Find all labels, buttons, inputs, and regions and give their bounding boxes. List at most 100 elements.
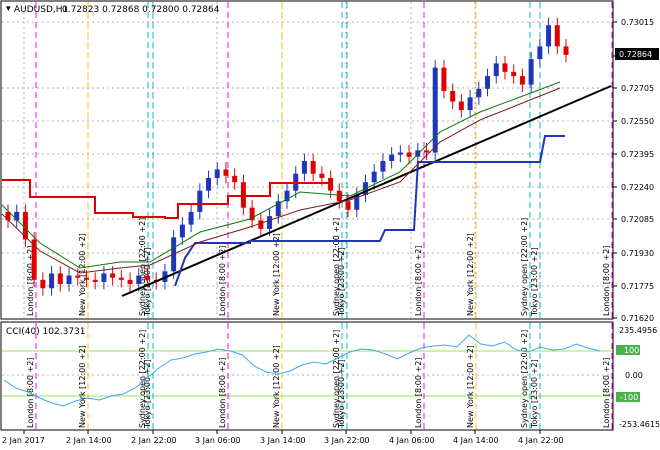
- candle: [31, 239, 37, 280]
- session-label-cci: New York [12:00 +2]: [78, 345, 87, 428]
- session-label-cci: Tokyo [23:00 +2]: [337, 359, 346, 429]
- cci-level-low: -100: [620, 393, 638, 402]
- candle: [511, 71, 517, 77]
- time-axis: 2 Jan 2017 2 Jan 14:00 2 Jan 22:00 3 Jan 06…: [2, 430, 564, 445]
- candle: [275, 201, 281, 217]
- candle: [476, 88, 482, 98]
- candle: [319, 173, 325, 178]
- time-label: 4 Jan 06:00: [389, 436, 435, 445]
- candle: [336, 190, 342, 202]
- session-label-cci: Tokyo [23:00 +2]: [143, 359, 152, 429]
- candle: [258, 220, 264, 229]
- price-label: 0.72550: [621, 117, 654, 126]
- session-label: Sydney open [22:00 +2]: [520, 218, 529, 316]
- dropdown-arrow-icon[interactable]: ▾: [6, 4, 11, 14]
- candle: [188, 211, 194, 225]
- session-label: New York [12:00 +2]: [466, 233, 475, 316]
- candle: [493, 63, 499, 77]
- candle: [432, 67, 438, 153]
- candle: [267, 216, 273, 229]
- symbol-label: AUDUSD,H1: [14, 5, 68, 15]
- price-label: 0.71620: [621, 314, 654, 323]
- price-axis: 0.73015 0.72705 0.72550 0.72395 0.72240 0.720…: [613, 18, 654, 323]
- cci-level-high: 100: [624, 346, 639, 355]
- candle: [57, 273, 63, 285]
- candle: [22, 211, 28, 240]
- time-label: 3 Jan 06:00: [195, 436, 241, 445]
- time-label: 3 Jan 14:00: [260, 436, 306, 445]
- time-label: 3 Jan 22:00: [324, 436, 370, 445]
- session-label: Tokyo [23:00 +2]: [530, 247, 539, 317]
- candle: [345, 201, 351, 210]
- candle: [389, 154, 395, 161]
- main-pane-border: [0, 0, 614, 320]
- cci-range-low: -253.4615: [619, 420, 660, 429]
- candle: [101, 273, 107, 282]
- trend-line: [121, 85, 612, 297]
- candle: [49, 273, 55, 289]
- candle: [110, 273, 116, 278]
- session-label: London [8:00 +2]: [414, 246, 423, 316]
- candle: [214, 169, 220, 178]
- time-label: 2 Jan 14:00: [66, 436, 112, 445]
- price-label: 0.73015: [621, 18, 654, 27]
- session-label-cci: Sydney open [22:00 +2]: [138, 330, 147, 428]
- session-label-cci: New York [12:00 +2]: [466, 345, 475, 428]
- time-label: 4 Jan 22:00: [518, 436, 564, 445]
- candle: [5, 211, 11, 221]
- cci-level-high-tag: [616, 345, 640, 355]
- candle: [371, 171, 377, 183]
- candle: [40, 279, 46, 289]
- price-label: 0.71930: [621, 249, 654, 258]
- ohlc-readout: 0.72823 0.72868 0.72800 0.72864: [62, 5, 220, 15]
- session-label: Tokyo [23:00 +2]: [337, 247, 346, 317]
- candle: [232, 175, 238, 183]
- candle: [519, 76, 525, 85]
- session-label: New York [12:00 +2]: [272, 233, 281, 316]
- cci-level-low-tag: [616, 392, 640, 402]
- session-label: Sydney open [22:00 +2]: [138, 218, 147, 316]
- price-label: 0.72085: [621, 215, 654, 224]
- price-label: 0.71775: [621, 282, 654, 291]
- candle: [284, 190, 290, 202]
- candle: [75, 275, 81, 278]
- candle: [554, 25, 560, 47]
- candle: [197, 190, 203, 212]
- candle: [441, 67, 447, 91]
- session-label-cci: London [8:00 +2]: [26, 358, 35, 428]
- candle: [406, 152, 412, 157]
- session-label: New York [12:00 +2]: [78, 233, 87, 316]
- price-label: 0.72240: [621, 183, 654, 192]
- cci-line: [3, 334, 601, 407]
- ma-fast: [1, 81, 561, 269]
- candle: [240, 182, 246, 208]
- session-label-cci: London [8:00 +2]: [218, 358, 227, 428]
- price-label: 0.72705: [621, 84, 654, 93]
- candle: [223, 169, 229, 176]
- candle: [502, 63, 508, 72]
- candle: [485, 76, 491, 89]
- time-label: 2 Jan 22:00: [131, 436, 177, 445]
- stop-line-upper: [2, 179, 331, 219]
- candle: [380, 160, 386, 172]
- candle: [66, 275, 72, 285]
- session-label-cci: London [8:00 +2]: [414, 358, 423, 428]
- candle: [424, 150, 429, 153]
- candle: [528, 59, 534, 85]
- cci-label: CCI(40) 102.3731: [6, 327, 86, 337]
- session-label: London [8:00 +2]: [602, 246, 611, 316]
- candle: [537, 46, 543, 60]
- candle: [206, 177, 212, 191]
- candle: [127, 279, 133, 285]
- indicator-pane-border: [0, 321, 614, 431]
- candle: [458, 101, 464, 111]
- session-label-cci: London [8:00 +2]: [602, 358, 611, 428]
- candle: [179, 224, 185, 238]
- time-label: 2 Jan 2017: [2, 436, 45, 445]
- candle: [397, 152, 403, 155]
- candle: [328, 177, 334, 191]
- session-label-cci: Sydney open [22:00 +2]: [332, 330, 341, 428]
- session-label: Sydney open [22:00 +2]: [332, 218, 341, 316]
